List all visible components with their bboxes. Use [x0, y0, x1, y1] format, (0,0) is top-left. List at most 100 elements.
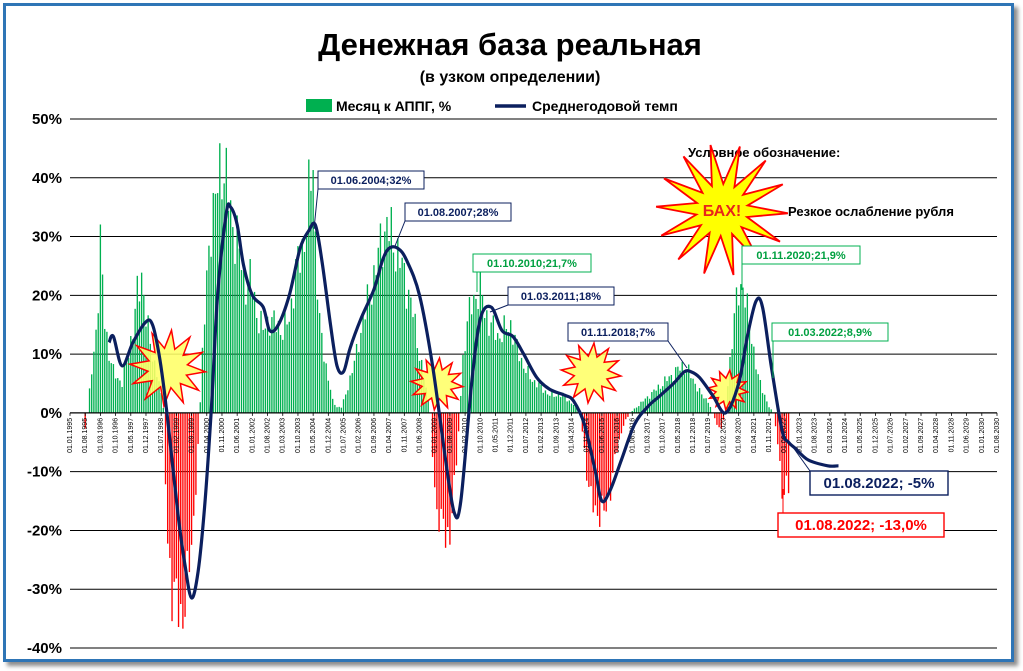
- bar: [345, 394, 347, 413]
- bar: [206, 270, 208, 413]
- bakh-label: БАХ!: [703, 203, 741, 220]
- bar: [180, 412, 182, 605]
- bar: [223, 183, 225, 413]
- bar: [253, 291, 256, 413]
- bar: [329, 389, 332, 413]
- bar: [167, 412, 169, 544]
- bar: [661, 386, 664, 413]
- bar: [327, 380, 330, 413]
- bar: [427, 400, 429, 413]
- bar: [360, 332, 362, 413]
- annotations: 01.06.2004;32% 01.08.2007;28% 01.10.2010;2…: [313, 170, 949, 538]
- bar: [544, 390, 547, 413]
- bar: [701, 394, 703, 413]
- bar: [171, 412, 173, 622]
- bar: [125, 358, 128, 413]
- bar: [108, 360, 110, 413]
- bar: [759, 379, 762, 413]
- bar: [722, 412, 725, 420]
- bar: [295, 259, 297, 413]
- x-tick-label: 01.11.2028: [948, 418, 955, 453]
- bar: [117, 378, 119, 413]
- bar: [260, 310, 262, 413]
- bar: [336, 407, 338, 413]
- x-tick-label: 01.03.2003: [280, 418, 287, 453]
- bar: [375, 275, 377, 413]
- bar: [555, 396, 557, 413]
- bar: [494, 339, 497, 413]
- x-axis: 01.01.1995 01.08.1995 01.03.1996 01.10.1996…: [67, 412, 1001, 453]
- x-tick-label: 01.09.2020: [736, 418, 743, 453]
- annotation-label: 01.08.2022; -13,0%: [795, 517, 927, 534]
- bar: [355, 343, 358, 413]
- bar: [182, 412, 184, 629]
- bar: [562, 392, 564, 413]
- bar: [366, 284, 369, 413]
- x-tick-label: 01.01.2009: [432, 418, 439, 453]
- bar: [208, 245, 210, 413]
- bar: [134, 308, 136, 413]
- bar: [384, 231, 386, 413]
- bar: [262, 329, 264, 413]
- bar: [735, 287, 738, 413]
- bar: [785, 412, 788, 476]
- bar: [245, 304, 247, 413]
- x-tick-label: 01.12.2025: [872, 418, 879, 453]
- bar: [462, 354, 464, 413]
- bar: [138, 301, 141, 413]
- bar: [258, 333, 260, 413]
- bar: [655, 390, 657, 413]
- bar: [609, 412, 612, 501]
- bar: [431, 412, 434, 458]
- bar: [334, 404, 336, 413]
- bar: [238, 248, 241, 413]
- bar: [510, 320, 512, 413]
- bar: [368, 296, 371, 413]
- bar: [321, 332, 323, 413]
- x-tick-label: 01.12.1997: [143, 418, 150, 453]
- bar: [264, 328, 267, 413]
- y-axis: 50% 40% 30% 20% 10% 0% -10% -20% -30% -40%: [27, 111, 62, 657]
- bar: [95, 329, 97, 413]
- bar: [497, 333, 499, 413]
- bar: [688, 364, 690, 413]
- x-tick-label: 01.09.2027: [918, 418, 925, 453]
- bar: [234, 263, 236, 413]
- annotation-box: [809, 470, 949, 496]
- bar: [212, 192, 214, 413]
- annotation-label: 01.08.2022; -5%: [824, 475, 935, 492]
- x-tick-label: 01.10.2024: [842, 418, 849, 453]
- bar: [683, 374, 686, 413]
- bar: [677, 366, 679, 413]
- bar: [694, 383, 696, 413]
- x-tick-label: 01.08.2023: [812, 418, 819, 453]
- bar: [670, 374, 673, 413]
- x-tick-label: 01.05.2011: [493, 418, 500, 453]
- x-tick-label: 01.02.2013: [538, 418, 545, 453]
- x-tick-label: 01.07.2005: [341, 418, 348, 453]
- x-tick-label: 01.06.2015: [599, 418, 606, 453]
- legend-note-meaning: Резкое ослабление рубля: [788, 204, 954, 219]
- bar: [279, 335, 282, 413]
- y-tick-label: 0%: [40, 405, 62, 422]
- bar: [379, 223, 382, 413]
- ruble-weakening-burst: [127, 327, 209, 409]
- bar: [340, 407, 343, 413]
- x-tick-label: 01.07.2026: [888, 418, 895, 453]
- bar: [394, 271, 397, 413]
- bar: [310, 190, 312, 413]
- bar: [316, 299, 319, 413]
- bar: [616, 412, 618, 453]
- bar: [93, 351, 95, 413]
- bar: [256, 317, 258, 413]
- bar: [88, 388, 91, 413]
- bar: [290, 298, 293, 413]
- x-tick-label: 01.03.1996: [97, 418, 104, 453]
- bar: [156, 377, 158, 413]
- bar: [499, 338, 501, 413]
- bar: [136, 275, 138, 413]
- bar: [193, 412, 195, 516]
- y-tick-label: 20%: [32, 287, 62, 304]
- bar: [186, 412, 188, 551]
- average-growth-line: [107, 202, 839, 600]
